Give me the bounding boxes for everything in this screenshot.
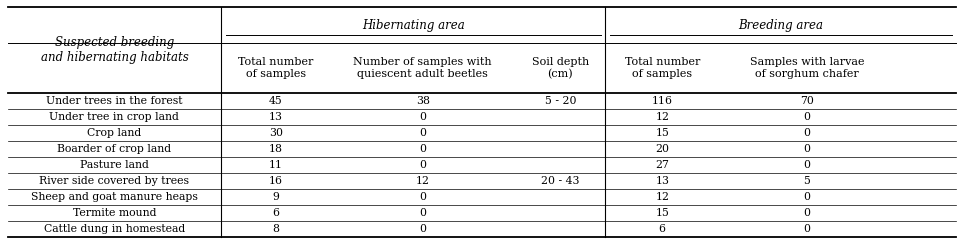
Text: 0: 0 [803, 192, 811, 202]
Text: 0: 0 [803, 160, 811, 170]
Text: Crop land: Crop land [88, 128, 142, 138]
Text: Boarder of crop land: Boarder of crop land [58, 144, 172, 154]
Text: 9: 9 [272, 192, 280, 202]
Text: 116: 116 [652, 96, 673, 106]
Text: 6: 6 [272, 208, 280, 218]
Text: 13: 13 [269, 112, 282, 122]
Text: 0: 0 [419, 112, 426, 122]
Text: Total number
of samples: Total number of samples [238, 57, 313, 79]
Text: 0: 0 [803, 112, 811, 122]
Text: 16: 16 [269, 176, 282, 186]
Text: Number of samples with
quiescent adult beetles: Number of samples with quiescent adult b… [354, 57, 492, 79]
Text: 0: 0 [419, 208, 426, 218]
Text: 0: 0 [419, 160, 426, 170]
Text: 11: 11 [269, 160, 282, 170]
Text: 0: 0 [803, 128, 811, 138]
Text: 8: 8 [272, 224, 280, 234]
Text: 0: 0 [419, 224, 426, 234]
Text: Termite mound: Termite mound [72, 208, 156, 218]
Text: Pasture land: Pasture land [80, 160, 148, 170]
Text: 15: 15 [656, 208, 669, 218]
Text: Suspected breeding
and hibernating habitats: Suspected breeding and hibernating habit… [40, 36, 188, 64]
Text: 20: 20 [656, 144, 669, 154]
Text: Soil depth
(cm): Soil depth (cm) [531, 57, 589, 79]
Text: 0: 0 [803, 208, 811, 218]
Text: 12: 12 [656, 112, 669, 122]
Text: Breeding area: Breeding area [738, 19, 823, 31]
Text: 0: 0 [803, 224, 811, 234]
Text: 38: 38 [415, 96, 430, 106]
Text: 12: 12 [656, 192, 669, 202]
Text: 30: 30 [269, 128, 282, 138]
Text: 20 - 43: 20 - 43 [541, 176, 579, 186]
Text: River side covered by trees: River side covered by trees [40, 176, 190, 186]
Text: 13: 13 [656, 176, 669, 186]
Text: 27: 27 [656, 160, 669, 170]
Text: 0: 0 [419, 128, 426, 138]
Text: Under trees in the forest: Under trees in the forest [46, 96, 182, 106]
Text: Under tree in crop land: Under tree in crop land [49, 112, 179, 122]
Text: 12: 12 [415, 176, 430, 186]
Text: Samples with larvae
of sorghum chafer: Samples with larvae of sorghum chafer [750, 57, 864, 79]
Text: Total number
of samples: Total number of samples [625, 57, 700, 79]
Text: 6: 6 [658, 224, 666, 234]
Text: 70: 70 [800, 96, 814, 106]
Text: Cattle dung in homestead: Cattle dung in homestead [43, 224, 185, 234]
Text: 5 - 20: 5 - 20 [545, 96, 576, 106]
Text: 0: 0 [419, 144, 426, 154]
Text: 0: 0 [803, 144, 811, 154]
Text: Hibernating area: Hibernating area [362, 19, 465, 31]
Text: 45: 45 [269, 96, 282, 106]
Text: 15: 15 [656, 128, 669, 138]
Text: 5: 5 [803, 176, 811, 186]
Text: 0: 0 [419, 192, 426, 202]
Text: Sheep and goat manure heaps: Sheep and goat manure heaps [31, 192, 198, 202]
Text: 18: 18 [269, 144, 282, 154]
